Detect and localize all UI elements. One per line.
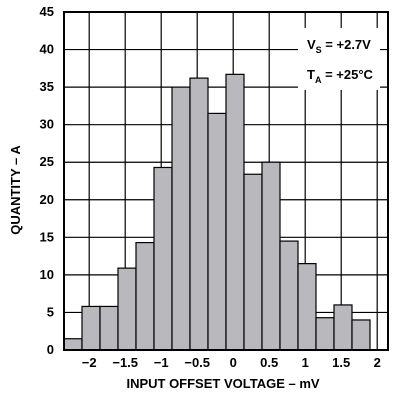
histogram-bar [190,78,208,350]
histogram-bar [334,305,352,350]
histogram-bar [64,339,82,350]
y-tick-label: 25 [40,154,54,169]
histogram-bar [262,162,280,350]
y-tick-label: 0 [47,342,54,357]
x-tick-label: −0.5 [184,355,210,370]
y-tick-label: 35 [40,79,54,94]
y-tick-label: 30 [40,117,54,132]
y-tick-label: 20 [40,192,54,207]
x-axis-label: INPUT OFFSET VOLTAGE – mV [126,376,319,391]
y-tick-label: 45 [40,4,54,19]
histogram-bar [100,306,118,350]
x-tick-label: 0.5 [260,355,278,370]
x-tick-label: 1 [302,355,309,370]
histogram-bar [136,243,154,350]
histogram-bars [64,74,370,350]
histogram-bar [280,241,298,350]
histogram-bar [352,320,370,350]
x-tick-label: −1.5 [112,355,138,370]
histogram-bar [316,318,334,350]
x-tick-label: −2 [82,355,97,370]
histogram-bar [226,74,244,350]
histogram-bar [208,113,226,350]
x-tick-labels: −2 −1.5 −1 −0.5 0 0.5 1 1.5 2 [82,355,381,370]
x-tick-label: 0 [230,355,237,370]
y-tick-label: 10 [40,267,54,282]
histogram-bar [154,167,172,350]
y-tick-label: 5 [47,304,54,319]
x-tick-label: 2 [374,355,381,370]
y-tick-label: 15 [40,229,54,244]
x-tick-label: −1 [154,355,169,370]
histogram-bar [244,174,262,350]
y-tick-label: 40 [40,42,54,57]
histogram-bar [298,264,316,350]
x-tick-label: 1.5 [332,355,350,370]
y-axis-label: QUANTITY – A [8,145,23,235]
histogram-bar [82,306,100,350]
histogram-bar [172,87,190,350]
histogram-bar [118,268,136,350]
y-tick-labels: 0 5 10 15 20 25 30 35 40 45 [40,4,54,357]
